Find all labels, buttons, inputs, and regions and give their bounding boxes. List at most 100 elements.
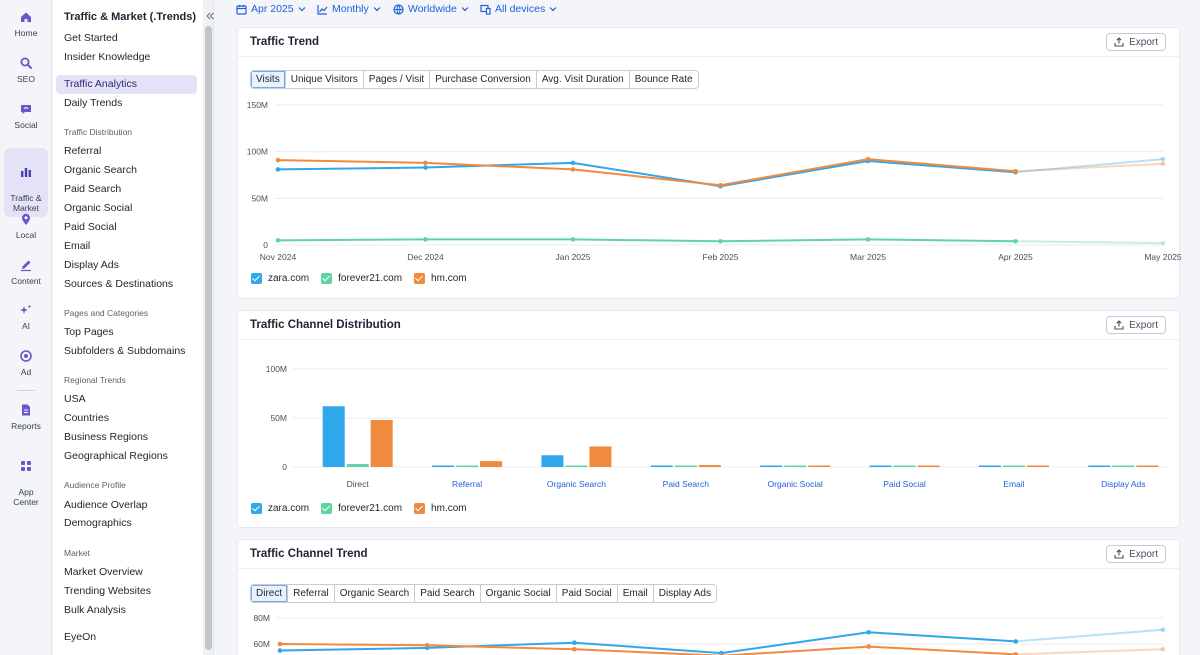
nav-item-get-started[interactable]: Get Started: [64, 32, 118, 44]
data-point: [570, 237, 576, 242]
bar-forever21.com: [346, 464, 369, 467]
rail-label: Social: [14, 120, 38, 130]
data-point: [277, 648, 283, 653]
nav-scrollbar[interactable]: [203, 0, 214, 655]
tab-avg-visit-duration[interactable]: Avg. Visit Duration: [535, 71, 629, 88]
tab-organic-search[interactable]: Organic Search: [333, 585, 415, 602]
series-line-hm.com: [277, 158, 1016, 187]
series-projection-forever21.com: [1015, 240, 1164, 245]
tab-referral[interactable]: Referral: [287, 585, 334, 602]
nav-section-regional: Regional Trends: [64, 375, 126, 385]
bar-hm.com: [1026, 465, 1049, 467]
tab-purchase-conversion[interactable]: Purchase Conversion: [429, 71, 536, 88]
nav-item-countries[interactable]: Countries: [64, 412, 109, 424]
nav-item-traffic-analytics[interactable]: Traffic Analytics: [56, 75, 197, 94]
tab-paid-social[interactable]: Paid Social: [555, 585, 617, 602]
tab-unique-visitors[interactable]: Unique Visitors: [284, 71, 363, 88]
bar-forever21.com: [1112, 465, 1135, 467]
nav-section-pages: Pages and Categories: [64, 308, 149, 318]
rail-item-content[interactable]: Content: [4, 258, 48, 286]
rail-item-seo[interactable]: SEO: [4, 56, 48, 84]
tab-direct[interactable]: Direct: [251, 585, 288, 602]
bar-forever21.com: [456, 465, 479, 467]
rail-label: Traffic & Market: [10, 193, 42, 213]
nav-item-trending-websites[interactable]: Trending Websites: [64, 585, 151, 597]
nav-item-geographical-regions[interactable]: Geographical Regions: [64, 450, 168, 462]
bar-forever21.com: [784, 465, 807, 467]
tab-organic-social[interactable]: Organic Social: [479, 585, 556, 602]
bar-zara.com: [432, 465, 455, 467]
rail-label: Local: [15, 230, 37, 240]
tab-display-ads[interactable]: Display Ads: [652, 585, 716, 602]
legend-item-forever21[interactable]: forever21.com: [321, 503, 402, 514]
data-point: [275, 157, 281, 163]
date-filter[interactable]: Apr 2025: [236, 3, 306, 15]
grid-icon: [21, 461, 31, 471]
nav-item-usa[interactable]: USA: [64, 393, 86, 405]
chevron-down-icon: [298, 7, 306, 12]
export-label: Export: [1129, 319, 1158, 331]
y-tick-label: 0: [282, 462, 287, 472]
nav-item-market-overview[interactable]: Market Overview: [64, 566, 143, 578]
legend-item-zara[interactable]: zara.com: [251, 503, 309, 514]
legend-label: zara.com: [268, 503, 310, 514]
period-filter[interactable]: Monthly: [317, 3, 381, 15]
nav-item-email[interactable]: Email: [64, 240, 91, 252]
bar-hm.com: [589, 446, 612, 467]
nav-item-audience-overlap[interactable]: Audience Overlap: [64, 499, 148, 511]
rail-item-social[interactable]: Social: [4, 102, 48, 130]
devices-filter[interactable]: All devices: [480, 3, 557, 15]
nav-item-sources-destinations[interactable]: Sources & Destinations: [64, 278, 174, 290]
legend-label: forever21.com: [338, 273, 403, 284]
nav-item-business-regions[interactable]: Business Regions: [64, 431, 149, 443]
seo-icon: [20, 57, 32, 69]
nav-item-eyeon[interactable]: EyeOn: [64, 631, 97, 643]
legend-item-zara[interactable]: zara.com: [251, 273, 309, 284]
nav-item-referral[interactable]: Referral: [64, 145, 102, 157]
channel-distribution-chart: 0 50M 100M Direct Referral Organic Search Paid…: [266, 364, 1168, 489]
tab-email[interactable]: Email: [616, 585, 653, 602]
x-tick-label: Mar 2025: [850, 252, 886, 262]
tab-bounce-rate[interactable]: Bounce Rate: [628, 71, 698, 88]
nav-item-paid-search[interactable]: Paid Search: [64, 183, 122, 195]
nav-item-organic-social[interactable]: Organic Social: [64, 202, 133, 214]
nav-item-subfolders[interactable]: Subfolders & Subdomains: [64, 345, 186, 357]
rail-label: AI: [21, 321, 31, 331]
rail-item-ai[interactable]: AI: [4, 303, 48, 331]
rail-item-reports[interactable]: Reports: [4, 403, 48, 431]
rail-item-app-center[interactable]: App Center: [4, 449, 48, 507]
nav-item-demographics[interactable]: Demographics: [64, 517, 132, 529]
rail-item-local[interactable]: Local: [4, 212, 48, 240]
rail-item-home[interactable]: Home: [4, 10, 48, 38]
nav-item-top-pages[interactable]: Top Pages: [64, 326, 114, 338]
legend-item-hm[interactable]: hm.com: [414, 503, 467, 514]
data-point: [718, 182, 723, 188]
export-button[interactable]: Export: [1106, 316, 1166, 334]
series-projection-hm.com: [1015, 162, 1164, 173]
rail-item-traffic-market[interactable]: Traffic & Market: [4, 148, 48, 217]
export-button[interactable]: Export: [1106, 545, 1166, 563]
collapse-sidebar-icon[interactable]: [205, 10, 215, 22]
region-filter[interactable]: Worldwide: [393, 3, 469, 15]
legend-item-hm[interactable]: hm.com: [414, 273, 467, 284]
bar-zara.com: [541, 455, 564, 467]
rail-label: Home: [14, 28, 38, 38]
tab-visits[interactable]: Visits: [251, 71, 285, 88]
x-category-label: Paid Search: [663, 479, 710, 489]
tab-paid-search[interactable]: Paid Search: [414, 585, 480, 602]
home-icon: [21, 12, 31, 22]
nav-item-daily-trends[interactable]: Daily Trends: [64, 97, 123, 109]
y-tick-label: 100M: [247, 147, 268, 157]
data-point: [1013, 168, 1018, 174]
data-point: [1160, 627, 1166, 632]
nav-item-organic-search[interactable]: Organic Search: [64, 164, 137, 176]
tab-pages-per-visit[interactable]: Pages / Visit: [362, 71, 430, 88]
nav-item-display-ads[interactable]: Display Ads: [64, 259, 119, 271]
nav-item-insider-knowledge[interactable]: Insider Knowledge: [64, 51, 151, 63]
rail-item-ad[interactable]: Ad: [4, 349, 48, 377]
legend-item-forever21[interactable]: forever21.com: [321, 273, 402, 284]
nav-item-paid-social[interactable]: Paid Social: [64, 221, 117, 233]
nav-scrollbar-thumb[interactable]: [205, 26, 212, 650]
nav-item-bulk-analysis[interactable]: Bulk Analysis: [64, 604, 126, 616]
export-button[interactable]: Export: [1106, 33, 1166, 51]
